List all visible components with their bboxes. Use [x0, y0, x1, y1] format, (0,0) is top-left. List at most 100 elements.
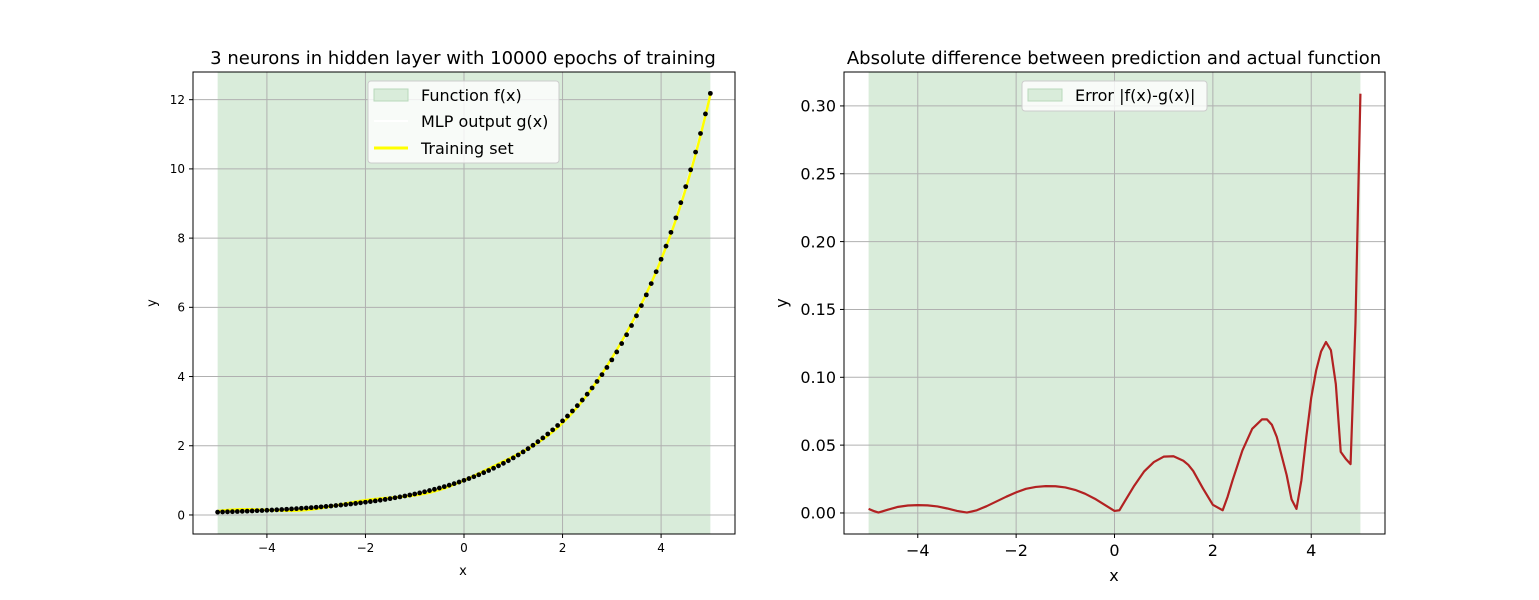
left-chart-title: 3 neurons in hidden layer with 10000 epo… — [210, 48, 716, 69]
left-y-tick-label: 0 — [177, 508, 185, 522]
training-point — [584, 391, 590, 397]
training-point — [545, 431, 551, 437]
training-point — [668, 229, 674, 235]
left-legend: Function f(x) MLP output g(x) Training s… — [367, 80, 560, 164]
training-point — [244, 508, 250, 514]
training-point — [239, 508, 245, 514]
right-y-tick-label: 0.20 — [800, 232, 836, 251]
training-point — [456, 479, 462, 485]
training-point — [269, 507, 275, 513]
training-point — [565, 413, 570, 419]
training-point — [505, 458, 511, 464]
training-point — [333, 503, 339, 508]
training-point — [328, 503, 334, 509]
right-plot-area: −4 −2 0 2 4 0.00 0.05 0.10 0.15 0.20 0.25 0.30 — [800, 71, 1386, 560]
training-point — [254, 508, 260, 514]
training-point — [476, 472, 482, 478]
right-y-tick-label: 0.30 — [800, 97, 836, 116]
training-point — [284, 506, 290, 512]
training-point — [648, 281, 654, 286]
training-point — [318, 504, 324, 510]
training-point — [363, 499, 368, 505]
training-point — [683, 184, 689, 190]
training-point — [234, 509, 240, 514]
training-point — [279, 507, 285, 512]
training-point — [638, 303, 644, 309]
training-point — [515, 452, 521, 458]
training-point — [303, 505, 309, 511]
training-point — [555, 423, 561, 428]
right-legend-box — [1021, 80, 1208, 112]
left-x-axis-label: x — [459, 564, 467, 579]
training-point — [663, 243, 669, 249]
training-point — [540, 435, 546, 441]
training-point — [367, 499, 373, 504]
right-x-tick-label: 4 — [1306, 541, 1316, 560]
left-x-tick-label: 0 — [460, 541, 468, 555]
training-point — [560, 418, 565, 424]
training-point — [589, 385, 595, 391]
training-point — [634, 313, 639, 319]
legend-label-training-set: Training set — [420, 139, 514, 158]
training-point — [688, 167, 694, 173]
training-point — [501, 460, 506, 466]
training-point — [698, 131, 703, 136]
training-point — [215, 509, 221, 515]
training-point — [599, 372, 605, 378]
training-point — [466, 476, 472, 481]
left-x-tick-label: −4 — [258, 541, 276, 555]
training-point — [294, 506, 299, 512]
training-point — [259, 508, 265, 513]
training-point — [619, 341, 625, 346]
training-point — [491, 465, 496, 471]
training-point — [230, 509, 235, 515]
training-point — [707, 90, 713, 96]
training-point — [441, 484, 447, 490]
training-point — [225, 509, 230, 515]
training-point — [703, 111, 708, 117]
training-point — [402, 493, 408, 499]
training-point — [220, 509, 225, 515]
training-point — [604, 365, 610, 370]
training-point — [535, 439, 541, 445]
legend-swatch-error — [1027, 88, 1063, 102]
training-point — [461, 477, 467, 483]
training-point — [436, 485, 442, 491]
training-point — [471, 474, 477, 480]
training-point — [338, 502, 344, 508]
training-point — [609, 357, 615, 363]
left-x-tick-label: 2 — [559, 541, 567, 555]
left-chart: 3 neurons in hidden layer with 10000 epo… — [145, 48, 736, 579]
training-point — [274, 507, 280, 513]
training-point — [614, 349, 620, 355]
training-point — [693, 149, 698, 155]
training-point — [574, 403, 580, 409]
training-point — [451, 481, 457, 487]
left-y-tick-label: 2 — [177, 439, 185, 453]
training-point — [678, 200, 684, 206]
training-point — [496, 463, 501, 469]
left-x-tick-label: −2 — [357, 541, 375, 555]
training-point — [397, 494, 403, 500]
right-legend: Error |f(x)-g(x)| — [1021, 80, 1208, 112]
training-point — [653, 269, 659, 275]
training-point — [353, 501, 358, 506]
training-point — [382, 497, 388, 502]
training-point — [422, 489, 427, 495]
right-x-tick-label: −4 — [906, 541, 930, 560]
right-y-axis-label: y — [772, 298, 791, 307]
left-x-tick-label: 4 — [657, 541, 665, 555]
training-point — [249, 508, 255, 514]
training-point — [313, 504, 319, 510]
training-point — [510, 455, 516, 461]
left-y-tick-label: 12 — [170, 93, 185, 107]
training-point — [530, 442, 536, 448]
training-point — [643, 292, 649, 298]
training-point — [673, 215, 679, 221]
training-point — [412, 491, 418, 497]
training-point — [377, 497, 383, 503]
legend-label-error: Error |f(x)-g(x)| — [1075, 86, 1195, 105]
right-x-tick-label: 2 — [1208, 541, 1218, 560]
training-point — [299, 505, 304, 511]
training-point — [264, 507, 270, 513]
